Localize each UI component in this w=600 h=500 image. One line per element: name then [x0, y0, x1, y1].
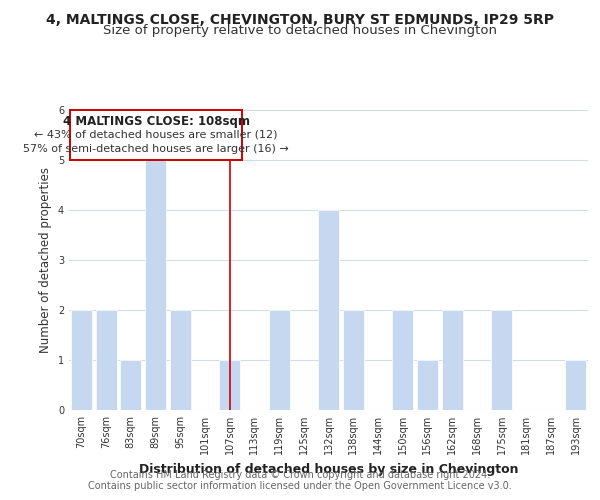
Bar — [219, 360, 240, 410]
Text: 4 MALTINGS CLOSE: 108sqm: 4 MALTINGS CLOSE: 108sqm — [62, 114, 250, 128]
Text: Contains HM Land Registry data © Crown copyright and database right 2024.: Contains HM Land Registry data © Crown c… — [110, 470, 490, 480]
Text: Size of property relative to detached houses in Chevington: Size of property relative to detached ho… — [103, 24, 497, 37]
Bar — [145, 160, 166, 410]
FancyBboxPatch shape — [70, 110, 242, 160]
Bar — [95, 310, 116, 410]
Bar — [269, 310, 290, 410]
Text: 4, MALTINGS CLOSE, CHEVINGTON, BURY ST EDMUNDS, IP29 5RP: 4, MALTINGS CLOSE, CHEVINGTON, BURY ST E… — [46, 12, 554, 26]
Text: ← 43% of detached houses are smaller (12): ← 43% of detached houses are smaller (12… — [34, 130, 278, 140]
Text: Contains public sector information licensed under the Open Government Licence v3: Contains public sector information licen… — [88, 481, 512, 491]
Bar — [343, 310, 364, 410]
Bar — [120, 360, 141, 410]
Bar — [417, 360, 438, 410]
X-axis label: Distribution of detached houses by size in Chevington: Distribution of detached houses by size … — [139, 462, 518, 475]
Bar — [318, 210, 339, 410]
Bar — [565, 360, 586, 410]
Bar — [170, 310, 191, 410]
Bar — [442, 310, 463, 410]
Bar — [491, 310, 512, 410]
Y-axis label: Number of detached properties: Number of detached properties — [40, 167, 52, 353]
Text: 57% of semi-detached houses are larger (16) →: 57% of semi-detached houses are larger (… — [23, 144, 289, 154]
Bar — [392, 310, 413, 410]
Bar — [71, 310, 92, 410]
